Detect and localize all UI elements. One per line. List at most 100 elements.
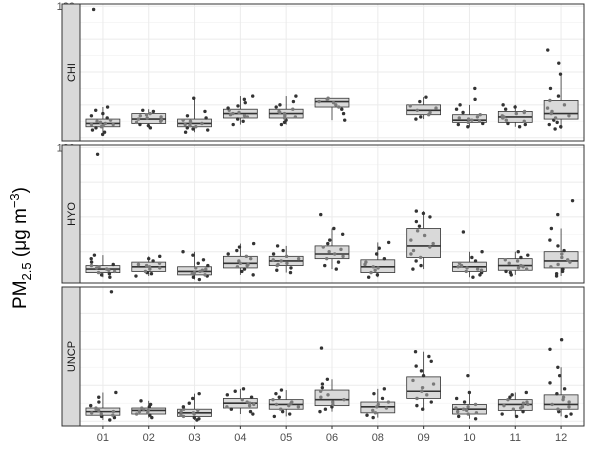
data-point xyxy=(369,270,373,275)
x-tick-label: 04 xyxy=(234,432,246,444)
data-point xyxy=(242,267,247,271)
data-point xyxy=(514,111,518,116)
data-point xyxy=(332,226,336,231)
data-point xyxy=(504,269,508,274)
data-point xyxy=(568,260,572,264)
facet-strip xyxy=(61,286,81,427)
data-point xyxy=(114,390,118,395)
data-point xyxy=(271,258,275,262)
x-tick-label: 12 xyxy=(555,432,567,444)
data-point xyxy=(181,405,186,409)
data-point xyxy=(517,125,522,129)
data-point xyxy=(454,107,459,111)
data-point xyxy=(477,119,482,123)
data-point xyxy=(97,395,101,399)
data-point xyxy=(562,248,566,253)
data-point xyxy=(555,120,559,125)
data-point xyxy=(414,209,419,213)
data-point xyxy=(334,103,338,107)
data-point xyxy=(558,72,563,76)
data-point xyxy=(371,265,375,269)
data-point xyxy=(191,396,195,401)
data-point xyxy=(319,212,323,217)
data-point xyxy=(185,126,189,130)
data-point xyxy=(294,94,298,98)
data-point xyxy=(94,406,98,410)
data-point xyxy=(479,268,484,272)
data-point xyxy=(466,117,471,121)
data-point xyxy=(282,111,287,116)
data-point xyxy=(515,259,520,263)
y-axis-title-superscript: −3 xyxy=(7,193,22,208)
data-point xyxy=(473,86,477,91)
data-point xyxy=(560,252,564,256)
data-point xyxy=(111,122,115,127)
data-point xyxy=(138,122,142,127)
data-point xyxy=(103,121,108,126)
data-point xyxy=(428,110,432,115)
data-point xyxy=(241,119,245,123)
box-uncp-02 xyxy=(131,399,167,420)
data-point xyxy=(105,116,109,120)
data-point xyxy=(508,395,512,399)
data-point xyxy=(274,105,278,109)
data-point xyxy=(96,270,101,275)
data-point xyxy=(526,253,530,257)
data-point xyxy=(145,116,149,120)
y-axis-title-unit: (μg m xyxy=(10,208,31,262)
data-point xyxy=(556,212,560,217)
data-point xyxy=(179,413,183,417)
data-point xyxy=(323,263,327,268)
data-point xyxy=(192,270,197,275)
data-point xyxy=(204,116,208,120)
data-point xyxy=(500,114,504,118)
data-point xyxy=(188,119,193,123)
data-point xyxy=(341,254,345,259)
data-point xyxy=(279,407,283,411)
data-point xyxy=(328,238,332,242)
data-point xyxy=(466,373,470,378)
data-point xyxy=(271,252,276,256)
box-chi-03 xyxy=(177,96,212,134)
data-point xyxy=(191,411,196,415)
data-point xyxy=(377,246,381,250)
data-point xyxy=(548,98,552,103)
data-point xyxy=(187,401,191,405)
data-point xyxy=(420,407,425,411)
box-uncp-04 xyxy=(223,387,258,416)
data-point xyxy=(291,99,296,104)
data-point xyxy=(134,120,139,125)
data-point xyxy=(549,226,554,231)
data-point xyxy=(288,270,293,275)
data-point xyxy=(158,266,162,270)
data-point xyxy=(245,400,249,404)
data-point xyxy=(556,365,560,369)
data-point xyxy=(225,393,230,397)
data-point xyxy=(569,412,573,416)
data-point xyxy=(140,406,144,410)
data-point xyxy=(108,275,112,279)
data-point xyxy=(519,263,523,268)
data-point xyxy=(188,123,192,128)
data-point xyxy=(111,262,115,267)
data-point xyxy=(95,152,100,156)
panels-layer: 0306090120CHI306090120HYO0306090UNCP xyxy=(57,1,585,428)
facet-label-chi: CHI xyxy=(66,63,78,82)
box-chi-09 xyxy=(406,95,441,121)
data-point xyxy=(100,132,105,137)
x-tick-label: 05 xyxy=(280,432,292,444)
data-point xyxy=(548,86,553,91)
data-point xyxy=(197,391,201,396)
data-point xyxy=(524,390,528,395)
data-point xyxy=(90,128,95,132)
data-point xyxy=(522,119,526,123)
data-point xyxy=(415,403,419,408)
data-point xyxy=(339,247,343,252)
data-point xyxy=(326,393,330,397)
box-hyo-03 xyxy=(177,249,212,282)
data-point xyxy=(514,414,519,419)
data-point xyxy=(98,120,103,125)
data-point xyxy=(475,115,480,119)
data-point xyxy=(146,256,151,261)
data-point xyxy=(144,112,149,117)
